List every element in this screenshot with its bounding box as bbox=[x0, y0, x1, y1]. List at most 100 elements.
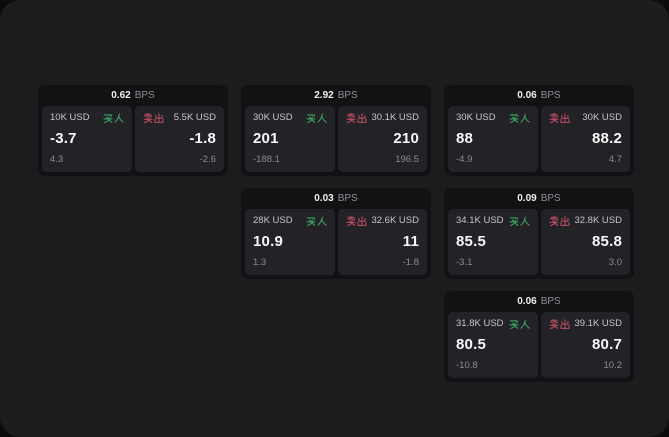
sell-delta: 4.7 bbox=[608, 154, 622, 165]
sell-delta: -2.6 bbox=[199, 154, 216, 165]
buy-price: 10.9 bbox=[253, 232, 283, 250]
cjk-sell-mai-icon bbox=[345, 112, 356, 123]
bps-value: 0.62 bbox=[111, 90, 131, 101]
buy-delta: -3.1 bbox=[456, 257, 473, 268]
cjk-buy-mai-icon bbox=[305, 216, 316, 226]
buy-label: 买入 bbox=[305, 113, 327, 123]
bps-unit: BPS bbox=[134, 90, 155, 101]
sell-amount: 30K USD bbox=[582, 112, 622, 123]
sell-amount: 30.1K USD bbox=[371, 112, 419, 123]
buy-amount: 10K USD bbox=[50, 112, 90, 123]
buy-quote-panel[interactable]: 10K USD 买入 -3.7 4.3 bbox=[42, 106, 132, 172]
cjk-buy-mai-icon bbox=[305, 113, 316, 123]
cjk-buy-mai-icon bbox=[102, 113, 113, 123]
buy-price: 88 bbox=[456, 129, 474, 147]
bps-header: 0.03 BPS bbox=[245, 188, 427, 209]
buy-delta: -188.1 bbox=[253, 154, 280, 165]
bps-unit: BPS bbox=[540, 193, 561, 204]
sell-delta: 10.2 bbox=[603, 360, 623, 371]
buy-amount: 30K USD bbox=[456, 112, 496, 123]
cjk-buy-ru-icon bbox=[316, 216, 327, 226]
sell-quote-panel[interactable]: 卖出 32.6K USD 11 -1.8 bbox=[337, 209, 427, 275]
sell-quote-panel[interactable]: 卖出 5.5K USD -1.8 -2.6 bbox=[134, 106, 224, 172]
buy-quote-panel[interactable]: 30K USD 买入 88 -4.9 bbox=[448, 106, 538, 172]
cjk-sell-chu-icon bbox=[356, 215, 367, 226]
cjk-buy-ru-icon bbox=[316, 113, 327, 123]
bps-unit: BPS bbox=[540, 90, 561, 101]
bps-header: 0.06 BPS bbox=[448, 291, 630, 312]
bps-value: 0.06 bbox=[517, 90, 537, 101]
bps-header: 0.62 BPS bbox=[42, 85, 224, 106]
sell-price: 210 bbox=[393, 129, 419, 147]
sell-quote-panel[interactable]: 卖出 32.8K USD 85.8 3.0 bbox=[540, 209, 630, 275]
bps-value: 0.03 bbox=[314, 193, 334, 204]
quote-card: 0.62 BPS 10K USD 买入 -3.7 bbox=[38, 85, 228, 176]
bps-unit: BPS bbox=[540, 296, 561, 307]
sell-label: 卖出 bbox=[548, 215, 570, 226]
cjk-sell-mai-icon bbox=[548, 112, 559, 123]
sell-quote-panel[interactable]: 卖出 39.1K USD 80.7 10.2 bbox=[540, 312, 630, 378]
sell-price: -1.8 bbox=[189, 129, 216, 147]
sell-price: 80.7 bbox=[592, 335, 622, 353]
bps-value: 0.09 bbox=[517, 193, 537, 204]
buy-price: 85.5 bbox=[456, 232, 486, 250]
cjk-buy-ru-icon bbox=[113, 113, 124, 123]
buy-delta: -10.8 bbox=[456, 360, 478, 371]
sell-price: 11 bbox=[402, 232, 419, 250]
buy-amount: 28K USD bbox=[253, 215, 293, 226]
cjk-buy-ru-icon bbox=[519, 216, 530, 226]
sell-amount: 32.8K USD bbox=[574, 215, 622, 226]
buy-label: 买入 bbox=[305, 216, 327, 226]
buy-delta: 4.3 bbox=[50, 154, 64, 165]
bps-header: 0.06 BPS bbox=[448, 85, 630, 106]
bps-header: 0.09 BPS bbox=[448, 188, 630, 209]
quote-card: 0.03 BPS 28K USD 买入 10.9 bbox=[241, 188, 431, 279]
buy-price: 80.5 bbox=[456, 335, 486, 353]
sell-label: 卖出 bbox=[345, 112, 367, 123]
sell-quote-panel[interactable]: 卖出 30.1K USD 210 196.5 bbox=[337, 106, 427, 172]
cjk-buy-mai-icon bbox=[508, 216, 519, 226]
buy-quote-panel[interactable]: 28K USD 买入 10.9 1.3 bbox=[245, 209, 335, 275]
buy-amount: 30K USD bbox=[253, 112, 293, 123]
sell-label: 卖出 bbox=[345, 215, 367, 226]
cjk-sell-chu-icon bbox=[356, 112, 367, 123]
cjk-sell-mai-icon bbox=[345, 215, 356, 226]
sell-amount: 5.5K USD bbox=[173, 112, 216, 123]
cjk-sell-chu-icon bbox=[559, 215, 570, 226]
buy-quote-panel[interactable]: 30K USD 买入 201 -188.1 bbox=[245, 106, 335, 172]
buy-amount: 31.8K USD bbox=[456, 318, 504, 329]
quote-card: 0.06 BPS 31.8K USD 买入 80.5 bbox=[444, 291, 634, 382]
sell-amount: 32.6K USD bbox=[371, 215, 419, 226]
quote-grid: 0.62 BPS 10K USD 买入 -3.7 bbox=[38, 85, 634, 382]
cjk-buy-ru-icon bbox=[519, 113, 530, 123]
sell-quote-panel[interactable]: 卖出 30K USD 88.2 4.7 bbox=[540, 106, 630, 172]
quote-card: 0.09 BPS 34.1K USD 买入 85.5 bbox=[444, 188, 634, 279]
bps-header: 2.92 BPS bbox=[245, 85, 427, 106]
sell-delta: 3.0 bbox=[608, 257, 622, 268]
sell-amount: 39.1K USD bbox=[574, 318, 622, 329]
buy-delta: -4.9 bbox=[456, 154, 473, 165]
sell-price: 88.2 bbox=[592, 129, 622, 147]
buy-label: 买入 bbox=[508, 216, 530, 226]
bps-value: 0.06 bbox=[517, 296, 537, 307]
bps-unit: BPS bbox=[337, 193, 358, 204]
buy-quote-panel[interactable]: 31.8K USD 买入 80.5 -10.8 bbox=[448, 312, 538, 378]
cjk-sell-chu-icon bbox=[559, 112, 570, 123]
quote-card: 0.06 BPS 30K USD 买入 88 bbox=[444, 85, 634, 176]
sell-label: 卖出 bbox=[548, 112, 570, 123]
cjk-sell-mai-icon bbox=[548, 318, 559, 329]
cjk-buy-mai-icon bbox=[508, 319, 519, 329]
cjk-sell-mai-icon bbox=[142, 112, 153, 123]
bps-value: 2.92 bbox=[314, 90, 334, 101]
buy-label: 买入 bbox=[508, 113, 530, 123]
sell-label: 卖出 bbox=[548, 318, 570, 329]
quote-card: 2.92 BPS 30K USD 买入 201 bbox=[241, 85, 431, 176]
buy-price: -3.7 bbox=[50, 129, 77, 147]
sell-price: 85.8 bbox=[592, 232, 622, 250]
buy-amount: 34.1K USD bbox=[456, 215, 504, 226]
buy-quote-panel[interactable]: 34.1K USD 买入 85.5 -3.1 bbox=[448, 209, 538, 275]
buy-delta: 1.3 bbox=[253, 257, 267, 268]
buy-price: 201 bbox=[253, 129, 279, 147]
